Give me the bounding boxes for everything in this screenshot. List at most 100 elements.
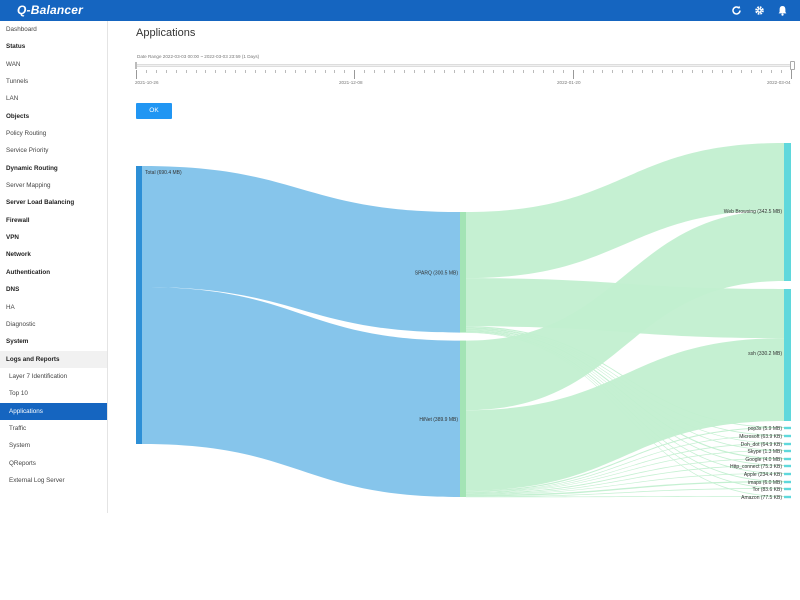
sidebar-item-server-mapping[interactable]: Server Mapping [6,182,51,190]
link-mid-to-target [466,481,784,497]
node-label: Http_connect (75.3 KB) [730,464,782,470]
date-range-slider[interactable] [135,61,798,70]
sidebar-item-policy-routing[interactable]: Policy Routing [6,130,47,138]
timeline-tick [622,70,624,73]
gear-icon[interactable] [753,4,766,17]
timeline-tick [602,70,604,73]
ok-button[interactable]: OK [136,103,172,119]
sidebar-item-logs-and-reports[interactable]: Logs and Reports [0,350,107,368]
sidebar-item-system[interactable]: System [6,338,29,346]
node-target [784,464,791,468]
timeline-tick [155,70,157,73]
sidebar-item-server-load-balancing[interactable]: Server Load Balancing [6,199,75,207]
timeline-tick [721,70,723,73]
timeline-tick [781,70,783,73]
timeline-tick [661,70,663,73]
timeline-tick [205,70,207,73]
timeline-tick [344,70,346,73]
timeline-tick [354,70,356,79]
node-label: Amazon (77.5 KB) [741,495,782,501]
timeline-tick [245,70,247,73]
timeline-tick [274,70,276,73]
timeline-tick [741,70,743,73]
sidebar-item-wan[interactable]: WAN [6,60,21,68]
link-mid-to-target [466,473,784,495]
link-mid-to-target [466,443,784,493]
node-target [784,457,791,461]
sidebar-item-system[interactable]: System [9,442,30,450]
node-label: HiNet (389.9 MB) [419,417,458,423]
sidebar-item-objects[interactable]: Objects [6,112,30,120]
timeline-tick [374,70,376,73]
slider-handle-start[interactable] [135,62,137,69]
link-total-to-hinet [142,287,460,497]
sidebar-item-traffic[interactable]: Traffic [9,424,27,432]
sidebar-item-vpn[interactable]: VPN [6,234,19,242]
timeline-tick [384,70,386,73]
timeline-tick [235,70,237,73]
sidebar-item-dns[interactable]: DNS [6,286,20,294]
sidebar-item-qreports[interactable]: QReports [9,459,36,467]
timeline-tick [681,70,683,73]
sidebar-item-layer-7-identification[interactable]: Layer 7 Identification [9,372,68,380]
sidebar-item-applications[interactable]: Applications [0,402,107,420]
timeline-tick [284,70,286,73]
sidebar-item-dashboard[interactable]: Dashboard [6,26,37,33]
refresh-icon[interactable] [730,4,743,17]
link-mid-to-target [466,458,784,495]
timeline-tick [493,70,495,73]
sidebar-item-external-log-server[interactable]: External Log Server [9,476,65,484]
timeline-tick [314,70,316,73]
timeline-tick [513,70,515,73]
timeline-tick [413,70,415,73]
timeline-tick [364,70,366,73]
sidebar-item-network[interactable]: Network [6,251,31,259]
sidebar-item-dynamic-routing[interactable]: Dynamic Routing [6,164,58,172]
node-label: Microsoft (63.9 KB) [739,434,782,440]
timeline-tick [542,70,544,73]
node-label: Doh_dot (64.9 KB) [741,442,783,448]
sidebar-item-diagnostic[interactable]: Diagnostic [6,320,36,328]
timeline-tick [433,70,435,73]
timeline-tick [334,70,336,73]
node-hinet [460,340,466,497]
timeline-tick [136,70,137,79]
top-header-bar: Q-Balancer [0,0,800,21]
node-target [784,495,791,499]
timeline-tick [324,70,326,73]
timeline-tick [255,70,257,73]
timeline-tick [294,70,296,73]
sidebar-item-top-10[interactable]: Top 10 [9,390,28,398]
timeline-tick [195,70,197,73]
q-balancer-logo[interactable]: Q-Balancer [17,3,84,17]
timeline-tick [671,70,673,73]
timeline-tick [632,70,634,73]
link-mid-to-target [466,209,784,411]
timeline-tick [225,70,227,73]
slider-handle-end[interactable] [790,61,795,70]
timeline-tick [523,70,525,73]
sidebar-item-authentication[interactable]: Authentication [6,268,51,276]
link-mid-to-target [466,488,784,497]
timeline-tick [552,70,554,73]
sidebar-item-service-priority[interactable]: Service Priority [6,147,49,155]
sidebar-item-status[interactable]: Status [6,43,26,51]
timeline-tick [691,70,693,73]
bell-icon[interactable] [776,4,789,17]
timeline-tick [532,70,534,73]
timeline-tick [265,70,266,73]
node-label: Skype (1.3 MB) [748,449,783,455]
sidebar-item-lan[interactable]: LAN [6,95,19,103]
timeline-tick [503,70,505,73]
sidebar-item-tunnels[interactable]: Tunnels [6,78,29,86]
timeline-tick [751,70,753,73]
timeline-label: 2022-03-04 [767,80,791,85]
node-label: Total (690.4 MB) [145,170,182,176]
date-range-label: Date Range 2022-03-03 00:00 ~ 2022-03-03… [137,54,260,59]
sidebar-item-firewall[interactable]: Firewall [6,216,30,224]
link-mid-to-target [466,450,784,494]
timeline-tick [443,70,445,73]
sidebar-item-ha[interactable]: HA [6,303,15,311]
timeline-tick [473,70,475,73]
timeline-tick [761,70,763,73]
